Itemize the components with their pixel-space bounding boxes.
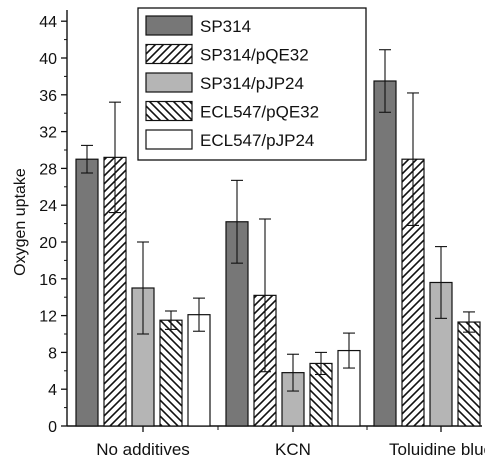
legend-swatch [145, 72, 193, 93]
x-tick-label: No additives [96, 440, 190, 459]
legend-label: SP314/pJP24 [200, 74, 304, 93]
y-axis-label: Oxygen uptake [12, 168, 29, 276]
y-tick-label: 40 [39, 51, 57, 68]
legend-swatch [145, 100, 193, 122]
y-tick-label: 44 [39, 14, 57, 31]
legend-label: SP314/pQE32 [200, 46, 309, 65]
legend-label: ECL547/pJP24 [200, 131, 314, 150]
x-tick-label: Toluidine blue [389, 440, 485, 459]
y-tick-label: 36 [39, 88, 57, 105]
plot-area: 0 4 8 12 16 20 24 28 32 36 40 44 No additives KCN Tolu… [39, 10, 485, 459]
y-tick-label: 8 [48, 345, 57, 362]
y-tick-label: 28 [39, 161, 57, 178]
y-tick-label: 16 [39, 272, 57, 289]
y-tick-label: 12 [39, 309, 57, 326]
bar-ecl547-pqe32-2 [457, 321, 481, 427]
legend-swatch [145, 129, 193, 150]
bar-sp314-0 [75, 158, 99, 427]
legend-swatch [145, 15, 193, 36]
bar-sp314-2 [373, 80, 397, 427]
legend: SP314 SP314/pQE32 SP314/pJP24 ECL547/pQE32 E… [137, 7, 367, 161]
y-tick-label: 20 [39, 235, 57, 252]
x-tick-label: KCN [275, 440, 311, 459]
bar-ecl547-pqe32-0 [159, 319, 183, 427]
y-tick-label: 4 [48, 382, 57, 399]
legend-swatch [145, 43, 193, 65]
legend-label: SP314 [200, 17, 251, 36]
y-tick-label: 0 [48, 419, 57, 436]
legend-label: ECL547/pQE32 [200, 103, 319, 122]
y-tick-label: 32 [39, 125, 57, 142]
y-tick-label: 24 [39, 198, 57, 215]
